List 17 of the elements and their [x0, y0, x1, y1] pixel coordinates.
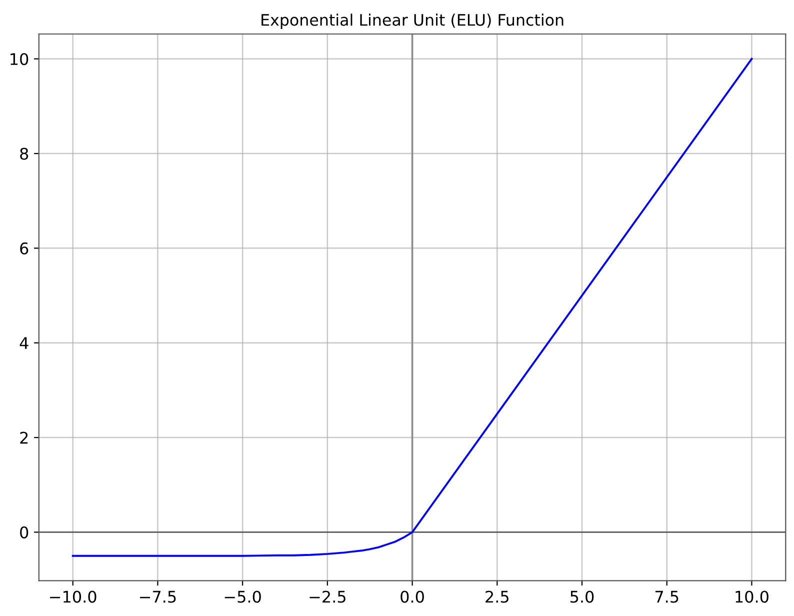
y-tick-label: 0: [20, 526, 28, 538]
line-series: [72, 58, 753, 557]
y-tick-label: 8: [20, 148, 28, 160]
chart-title: Exponential Linear Unit (ELU) Function: [262, 14, 564, 29]
y-tick-label: 4: [20, 337, 28, 349]
x-tick-label: 5.0: [570, 590, 594, 603]
y-tick-label: 2: [20, 432, 28, 444]
x-tick-label: −2.5: [310, 590, 346, 603]
y-tick-label: 10: [10, 53, 28, 66]
x-tick-label: −5.0: [224, 590, 261, 603]
x-tick-label: −10.0: [50, 590, 96, 603]
x-tick-label: 2.5: [486, 590, 508, 603]
x-tick-label: −7.5: [140, 590, 176, 603]
x-tick-label: 10.0: [736, 590, 768, 603]
y-tick-label: 6: [20, 242, 28, 254]
x-tick-label: 7.5: [655, 590, 678, 603]
x-tick-label: 0.0: [400, 590, 424, 603]
